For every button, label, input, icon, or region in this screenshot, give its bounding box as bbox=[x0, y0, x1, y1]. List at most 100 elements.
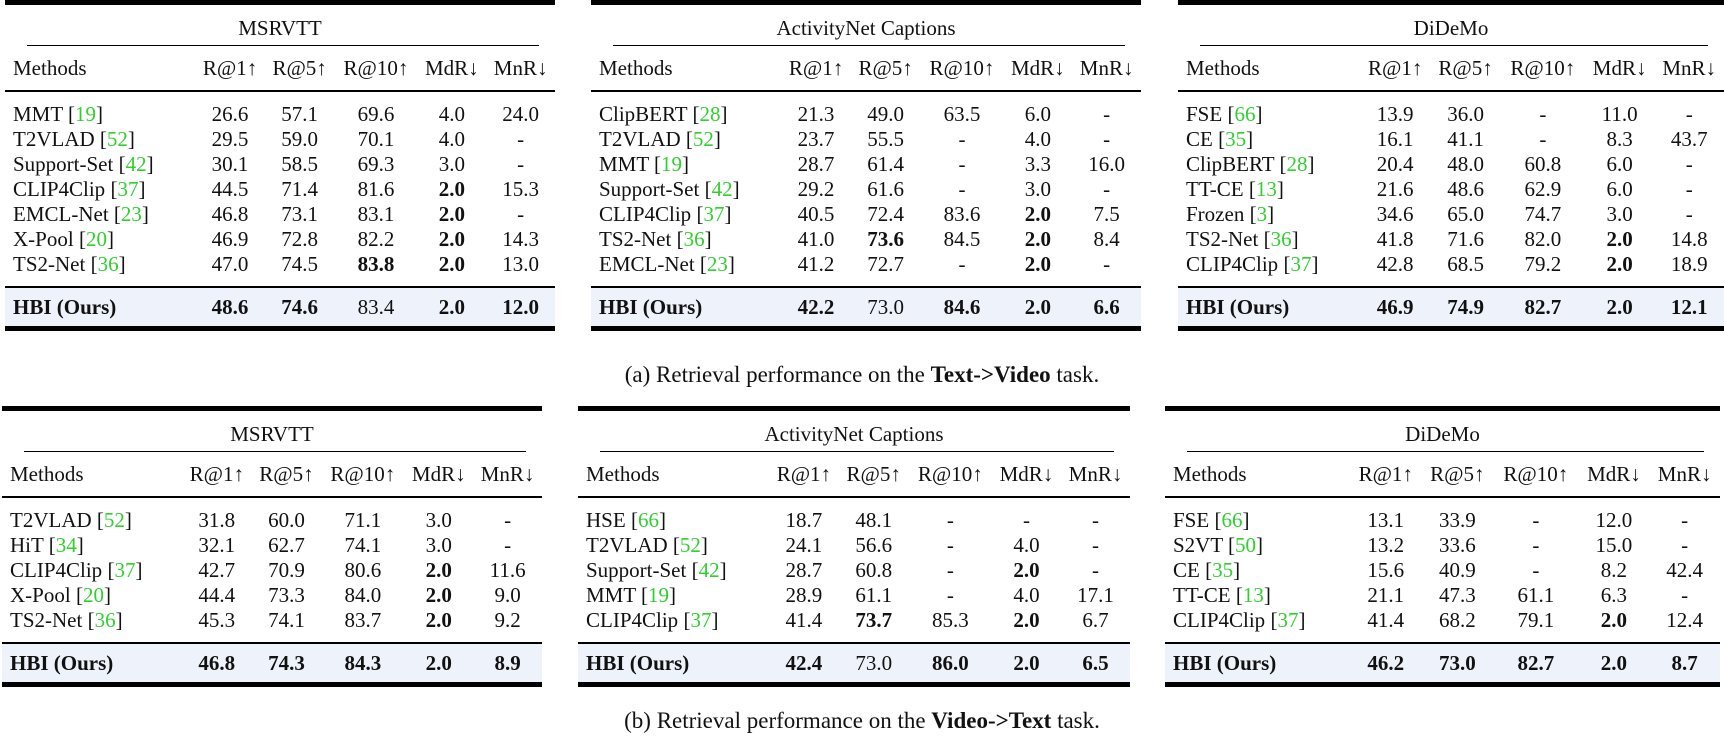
value-cell: 46.9 bbox=[211, 227, 249, 251]
value-cell: - bbox=[1091, 558, 1099, 582]
citation-link[interactable]: 50 bbox=[1235, 533, 1257, 557]
citation-link[interactable]: 13 bbox=[1242, 583, 1264, 607]
value-cell: 2.0 bbox=[425, 608, 452, 632]
citation-link[interactable]: 52 bbox=[692, 127, 714, 151]
column-header: R@1↑ bbox=[1358, 461, 1413, 486]
column-header: MnR↓ bbox=[1662, 55, 1717, 80]
table-row: CE [35] 15.6 40.9 - 8.2 42.4 bbox=[1165, 558, 1720, 583]
citation-link[interactable]: 42 bbox=[125, 152, 147, 176]
method-name: MMT bbox=[586, 583, 636, 607]
ours-row: HBI (Ours) 46.8 74.3 84.3 2.0 8.9 bbox=[2, 643, 542, 682]
column-header: MnR↓ bbox=[493, 55, 548, 80]
method-name: Frozen bbox=[1186, 202, 1245, 226]
table-row: TS2-Net [36] 45.3 74.1 83.7 2.0 9.2 bbox=[2, 608, 542, 643]
method-cell: CLIP4Clip [37] bbox=[586, 608, 719, 632]
caption-b-prefix: (b) Retrieval performance on the bbox=[624, 708, 932, 733]
value-cell: 73.3 bbox=[268, 583, 305, 607]
value-cell: 42.2 bbox=[797, 295, 835, 319]
value-cell: 42.4 bbox=[785, 651, 823, 675]
value-cell: - bbox=[946, 533, 954, 557]
citation-link[interactable]: 37 bbox=[1290, 252, 1312, 276]
citation-link[interactable]: 42 bbox=[698, 558, 720, 582]
citation-link[interactable]: 52 bbox=[103, 508, 125, 532]
citation-link[interactable]: 19 bbox=[75, 102, 97, 126]
citation-link[interactable]: 66 bbox=[1221, 508, 1243, 532]
citation-link[interactable]: 66 bbox=[1234, 102, 1256, 126]
citation-link[interactable]: 66 bbox=[637, 508, 659, 532]
header-row: Methods R@1↑ R@5↑ R@10↑ MdR↓ MnR↓ bbox=[591, 46, 1141, 91]
citation-link[interactable]: 28 bbox=[699, 102, 721, 126]
citation-link[interactable]: 42 bbox=[711, 177, 733, 201]
table-row: T2VLAD [52] 24.1 56.6 - 4.0 - bbox=[578, 533, 1130, 558]
column-header: Methods bbox=[1173, 461, 1247, 486]
value-cell: 62.7 bbox=[268, 533, 305, 557]
method-cell: TS2-Net [36] bbox=[1186, 227, 1299, 251]
value-cell: 2.0 bbox=[438, 252, 465, 276]
method-name: TS2-Net bbox=[599, 227, 672, 251]
citation-link[interactable]: 3 bbox=[1256, 202, 1268, 226]
bottom-rule bbox=[578, 682, 1130, 687]
value-cell: 84.3 bbox=[344, 651, 382, 675]
table-row: TT-CE [13] 21.1 47.3 61.1 6.3 - bbox=[1165, 583, 1720, 608]
citation-link[interactable]: 19 bbox=[661, 152, 683, 176]
method-cell: TS2-Net [36] bbox=[599, 227, 712, 251]
value-cell: 41.2 bbox=[797, 252, 835, 276]
method-name: CLIP4Clip bbox=[1186, 252, 1279, 276]
value-cell: 2.0 bbox=[438, 227, 465, 251]
citation-link[interactable]: 23 bbox=[120, 202, 142, 226]
citation-link[interactable]: 35 bbox=[1225, 127, 1247, 151]
value-cell: 83.4 bbox=[357, 295, 395, 319]
header-row: Methods R@1↑ R@5↑ R@10↑ MdR↓ MnR↓ bbox=[1165, 452, 1720, 497]
value-cell: 48.6 bbox=[1447, 177, 1484, 201]
citation-link[interactable]: 37 bbox=[114, 558, 136, 582]
column-header: R@5↑ bbox=[846, 461, 901, 486]
citation-link[interactable]: 13 bbox=[1255, 177, 1277, 201]
citation-link[interactable]: 37 bbox=[117, 177, 139, 201]
column-header: Methods bbox=[586, 461, 660, 486]
citation-link[interactable]: 19 bbox=[648, 583, 670, 607]
value-cell: 42.8 bbox=[1376, 252, 1414, 276]
value-cell: 86.0 bbox=[931, 651, 969, 675]
citation-link[interactable]: 20 bbox=[85, 227, 107, 251]
value-cell: 28.9 bbox=[785, 583, 823, 607]
column-header: R@5↑ bbox=[1438, 55, 1493, 80]
value-cell: 44.4 bbox=[198, 583, 236, 607]
value-cell: 11.0 bbox=[1601, 102, 1638, 126]
column-header: MnR↓ bbox=[480, 461, 535, 486]
citation-link[interactable]: 23 bbox=[706, 252, 728, 276]
method-cell: ClipBERT [28] bbox=[599, 102, 728, 126]
value-cell: 21.3 bbox=[797, 102, 835, 126]
method-cell: FSE [66] bbox=[1173, 508, 1250, 532]
method-cell: TT-CE [13] bbox=[1173, 583, 1271, 607]
citation-link[interactable]: 36 bbox=[94, 608, 116, 632]
citation-link[interactable]: 35 bbox=[1212, 558, 1234, 582]
citation-link[interactable]: 37 bbox=[1277, 608, 1299, 632]
value-cell: 12.4 bbox=[1666, 608, 1703, 632]
citation-link[interactable]: 28 bbox=[1286, 152, 1308, 176]
value-cell: 82.7 bbox=[1524, 295, 1562, 319]
table-row: T2VLAD [52] 29.5 59.0 70.1 4.0 - bbox=[5, 127, 555, 152]
value-cell: 2.0 bbox=[1600, 651, 1628, 675]
citation-link[interactable]: 34 bbox=[55, 533, 77, 557]
dataset-rule bbox=[1200, 45, 1708, 46]
value-cell: 3.0 bbox=[438, 152, 465, 176]
citation-link[interactable]: 36 bbox=[97, 252, 119, 276]
method-name: T2VLAD bbox=[586, 533, 668, 557]
citation-link[interactable]: 37 bbox=[703, 202, 725, 226]
citation-link[interactable]: 36 bbox=[683, 227, 705, 251]
citation-link[interactable]: 37 bbox=[690, 608, 712, 632]
value-cell: 82.2 bbox=[357, 227, 395, 251]
citation-link[interactable]: 52 bbox=[106, 127, 128, 151]
value-cell: 2.0 bbox=[438, 177, 465, 201]
citation-link[interactable]: 20 bbox=[82, 583, 104, 607]
method-name: T2VLAD bbox=[599, 127, 681, 151]
citation-link[interactable]: 52 bbox=[679, 533, 701, 557]
value-cell: 26.6 bbox=[211, 102, 249, 126]
value-cell: - bbox=[1681, 533, 1689, 557]
ours-row: HBI (Ours) 48.6 74.6 83.4 2.0 12.0 bbox=[5, 287, 555, 326]
value-cell: 2.0 bbox=[438, 295, 465, 319]
value-cell: 47.3 bbox=[1438, 583, 1476, 607]
value-cell: 13.9 bbox=[1376, 102, 1414, 126]
citation-link[interactable]: 36 bbox=[1270, 227, 1292, 251]
method-cell: TS2-Net [36] bbox=[10, 608, 123, 632]
